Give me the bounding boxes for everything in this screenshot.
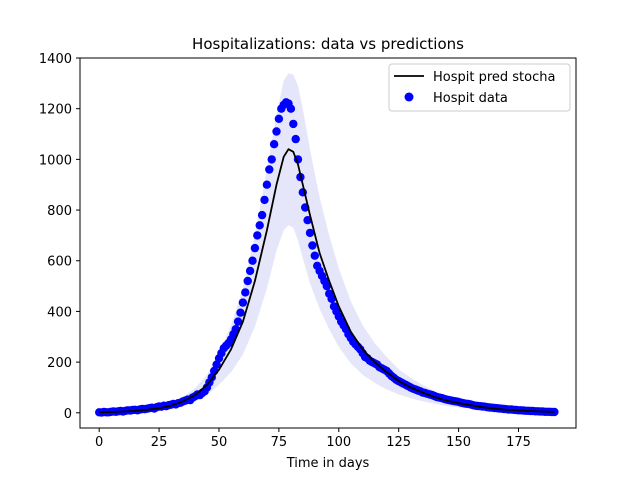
x-axis: 0 25 50 75 100 125 150 175 [95,428,531,450]
y-tick-label: 1400 [39,52,72,67]
data-point [274,114,284,124]
axes-frame [79,57,577,429]
x-tick-label: 150 [446,435,471,450]
data-point [308,241,317,250]
chart-title: Hospitalizations: data vs predictions [192,35,464,53]
y-tick-label: 0 [64,407,72,422]
x-tick-label: 0 [95,435,103,450]
x-tick-label: 100 [326,435,351,450]
x-tick-label: 75 [271,435,288,450]
data-point [212,360,221,369]
x-tick-label: 175 [506,435,531,450]
x-tick-label: 50 [211,435,228,450]
data-point [310,251,319,260]
y-tick-label: 1000 [39,153,72,168]
y-axis: 0 200 400 600 800 1000 1200 1400 [39,52,80,422]
uncertainty-band [99,73,555,413]
data-point [272,127,281,136]
y-tick-label: 1200 [39,103,72,118]
x-tick-label: 25 [151,435,168,450]
plot-area [95,73,559,417]
x-axis-label: Time in days [286,456,370,471]
data-point [303,216,312,225]
data-point [238,298,248,307]
data-point [322,281,331,291]
x-tick-label: 125 [386,435,411,450]
data-point [233,317,243,326]
legend-box [388,63,571,112]
data-point [327,294,336,303]
y-tick-label: 200 [47,356,72,371]
data-point [257,210,267,220]
data-point [253,231,262,240]
data-point [248,256,257,265]
legend-dot-swatch [404,92,414,102]
data-point [305,228,315,238]
data-point [255,221,264,230]
data-point [260,195,269,205]
data-point [269,140,279,149]
legend: Hospit pred stocha Hospit data [388,63,571,112]
prediction-line [99,148,555,414]
legend-label-data: Hospit data [433,91,508,106]
y-tick-label: 800 [47,204,72,219]
data-point [286,104,296,113]
data-point [291,134,300,144]
legend-label-prediction: Hospit pred stocha [433,70,555,85]
data-point [550,407,559,417]
data-point [245,266,255,276]
data-point [243,276,252,286]
data-point [236,308,245,317]
y-tick-label: 400 [47,305,72,320]
y-tick-label: 600 [47,255,72,270]
data-point [289,119,298,129]
data-point [241,288,250,297]
data-point [267,155,276,164]
data-point [265,165,274,174]
data-point [250,243,260,253]
data-point [262,180,272,189]
